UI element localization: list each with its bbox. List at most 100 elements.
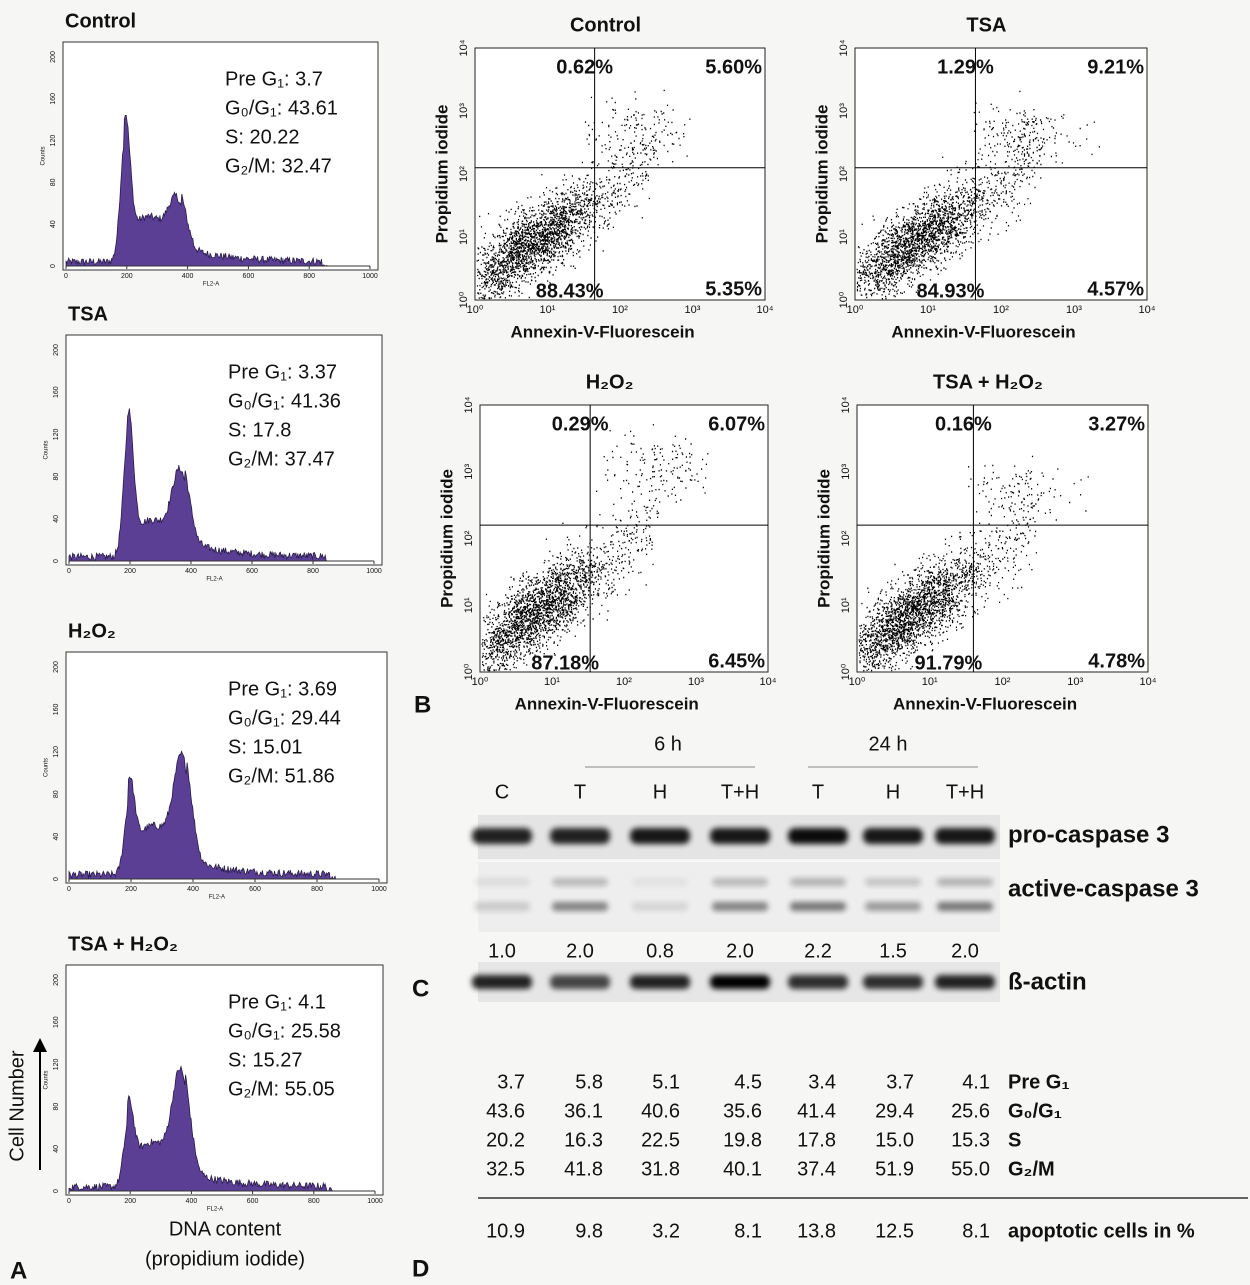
y-tick-label: 10³ (840, 463, 852, 479)
y-tick-label: 10¹ (463, 597, 475, 613)
table-cell: 3.7 (497, 1071, 525, 1093)
axis-label: Counts (44, 440, 50, 459)
x-tick-label: 0 (67, 1198, 71, 1205)
y-tick-label: 120 (53, 1058, 60, 1070)
histogram-stat: G₀/G₁: 43.61 (225, 97, 338, 119)
y-tick-label: 10⁰ (458, 291, 470, 308)
x-tick-label: 200 (124, 568, 136, 575)
row-label: S (1008, 1129, 1021, 1151)
y-label: Propidium iodide (432, 105, 451, 244)
band-ratio: 2.0 (566, 940, 594, 962)
y-tick-label: 10¹ (458, 229, 470, 245)
y-tick-label: 10⁴ (458, 39, 470, 56)
quadrant-percent: 0.16% (935, 413, 992, 435)
y-tick-label: 120 (53, 746, 60, 758)
histogram-title: H₂O₂ (68, 620, 116, 642)
y-tick-label: 10⁴ (840, 396, 852, 413)
y-tick-label: 0 (53, 877, 60, 881)
y-tick-label: 40 (53, 1145, 60, 1153)
blot-band (550, 975, 610, 989)
panel-label: C (412, 975, 429, 1002)
blot-label: active-caspase 3 (1008, 875, 1199, 902)
table-cell: 13.8 (797, 1220, 836, 1242)
histogram-stat: Pre G₁: 3.69 (228, 678, 337, 700)
quadrant-percent: 6.45% (708, 650, 765, 672)
y-tick-label: 10² (838, 166, 850, 182)
y-tick-label: 10² (840, 530, 852, 546)
lane-label: T+H (946, 781, 984, 803)
x-tick-label: 200 (125, 886, 137, 893)
blot-strip (478, 862, 1000, 932)
lane-label: C (495, 781, 509, 803)
y-tick-label: 80 (53, 790, 60, 798)
quadrant-percent: 87.18% (531, 652, 599, 674)
blot-band (632, 902, 688, 911)
table-cell: 32.5 (486, 1158, 525, 1180)
blot-band (710, 828, 770, 844)
y-tick-label: 10⁰ (463, 663, 475, 680)
band-ratio: 0.8 (646, 940, 674, 962)
blot-band (863, 828, 923, 844)
x-tick-label: 1000 (367, 1198, 383, 1205)
histogram-title: TSA (68, 303, 108, 325)
y-tick-label: 80 (53, 1103, 60, 1111)
y-tick-label: 0 (53, 559, 60, 563)
quadrant-percent: 0.62% (556, 56, 613, 78)
blot-band (788, 975, 848, 989)
x-tick-label: 10² (995, 676, 1011, 688)
y-tick-label: 10² (458, 166, 470, 182)
group-label: 24 h (869, 733, 908, 755)
axis-label: FL2-A (206, 577, 222, 583)
blot-band (790, 878, 846, 886)
blot-band (712, 902, 768, 911)
quadrant-percent: 4.78% (1088, 650, 1145, 672)
scatter-title: Control (570, 14, 641, 36)
quadrant-percent: 5.35% (705, 278, 762, 300)
x-tick-label: 600 (246, 568, 258, 575)
x-tick-label: 600 (243, 273, 255, 280)
y-label: Propidium iodide (437, 469, 456, 608)
y-tick-label: 80 (53, 473, 60, 481)
quadrant-percent: 1.29% (937, 56, 994, 78)
y-tick-label: 40 (50, 220, 57, 228)
y-tick-label: 200 (53, 661, 60, 673)
y-tick-label: 0 (50, 264, 57, 268)
blot-band (552, 878, 608, 886)
x-tick-label: 10¹ (920, 304, 936, 316)
table-cell: 51.9 (875, 1158, 914, 1180)
table-cell: 4.1 (962, 1071, 990, 1093)
histogram-stat: Pre G₁: 3.7 (225, 68, 323, 90)
y-tick-label: 120 (50, 135, 57, 147)
band-ratio: 1.5 (879, 940, 907, 962)
quadrant-percent: 88.43% (536, 280, 604, 302)
y-tick-label: 160 (50, 93, 57, 105)
axis-label: Counts (44, 758, 50, 777)
table-cell: 8.1 (734, 1220, 762, 1242)
y-tick-label: 200 (50, 51, 57, 63)
band-ratio: 2.0 (951, 940, 979, 962)
x-label: Annexin-V-Fluorescein (515, 694, 699, 713)
y-tick-label: 200 (53, 344, 60, 356)
blot-band (630, 828, 690, 844)
x-tick-label: 10³ (688, 676, 704, 688)
axis-label: FL2-A (203, 282, 219, 288)
x-tick-label: 10⁴ (760, 676, 777, 688)
histogram-frame (66, 965, 383, 1195)
quadrant-percent: 84.93% (917, 280, 985, 302)
table-cell: 16.3 (564, 1129, 603, 1151)
table-cell: 41.8 (564, 1158, 603, 1180)
y-tick-label: 10¹ (838, 229, 850, 245)
y-tick-label: 10⁴ (838, 39, 850, 56)
panel-label: A (10, 1257, 27, 1284)
y-tick-label: 40 (53, 515, 60, 523)
histogram-stat: S: 15.27 (228, 1049, 303, 1071)
y-tick-label: 0 (53, 1189, 60, 1193)
x-label: Annexin-V-Fluorescein (893, 694, 1077, 713)
x-tick-label: 10³ (1066, 304, 1082, 316)
quadrant-percent: 4.57% (1087, 278, 1144, 300)
x-tick-label: 800 (307, 568, 319, 575)
table-cell: 8.1 (962, 1220, 990, 1242)
x-tick-label: 10¹ (540, 304, 556, 316)
x-tick-label: 600 (249, 886, 261, 893)
table-cell: 55.0 (951, 1158, 990, 1180)
